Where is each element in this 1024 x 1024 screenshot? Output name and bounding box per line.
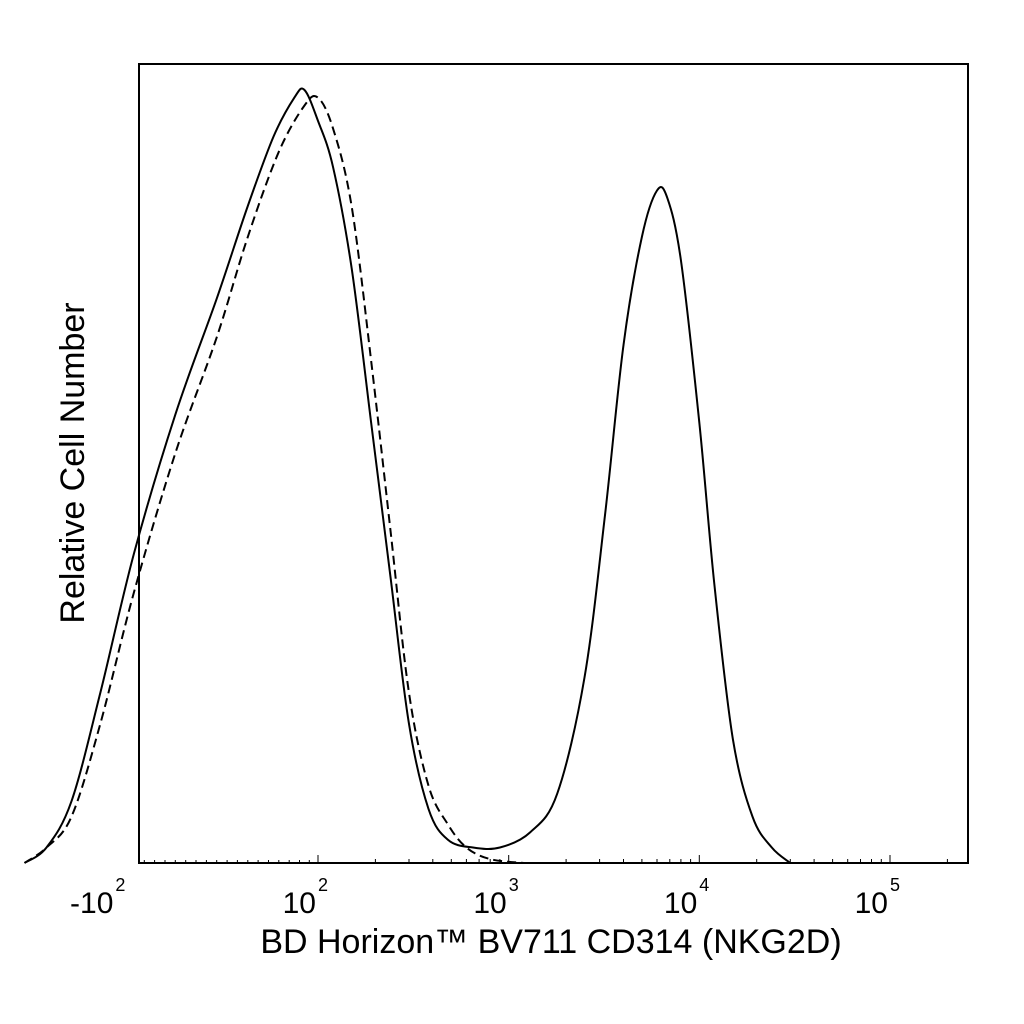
x-axis-title: BD Horizon™ BV711 CD314 (NKG2D) xyxy=(260,923,841,961)
x-tick-label: 103 xyxy=(473,875,518,920)
x-tick-exponent: 2 xyxy=(115,875,125,895)
y-axis-title: Relative Cell Number xyxy=(54,302,92,623)
x-tick-base: 10 xyxy=(855,887,888,920)
plot-frame xyxy=(138,63,969,864)
x-tick-exponent: 3 xyxy=(509,875,519,895)
x-tick-label: 102 xyxy=(283,875,328,920)
x-tick-exponent: 2 xyxy=(318,875,328,895)
x-axis-minor-ticks xyxy=(143,855,948,863)
x-tick-exponent: 5 xyxy=(890,875,900,895)
x-tick-label: -102 xyxy=(70,875,125,920)
x-tick-base: 10 xyxy=(473,887,506,920)
x-tick-base: -10 xyxy=(70,887,113,920)
x-tick-base: 10 xyxy=(283,887,316,920)
series-line-dashed xyxy=(23,95,524,864)
series-layer xyxy=(23,87,791,864)
x-tick-label: 105 xyxy=(855,875,900,920)
x-tick-label: 104 xyxy=(664,875,709,920)
x-tick-exponent: 4 xyxy=(699,875,709,895)
x-tick-base: 10 xyxy=(664,887,697,920)
series-line-solid xyxy=(23,87,791,864)
